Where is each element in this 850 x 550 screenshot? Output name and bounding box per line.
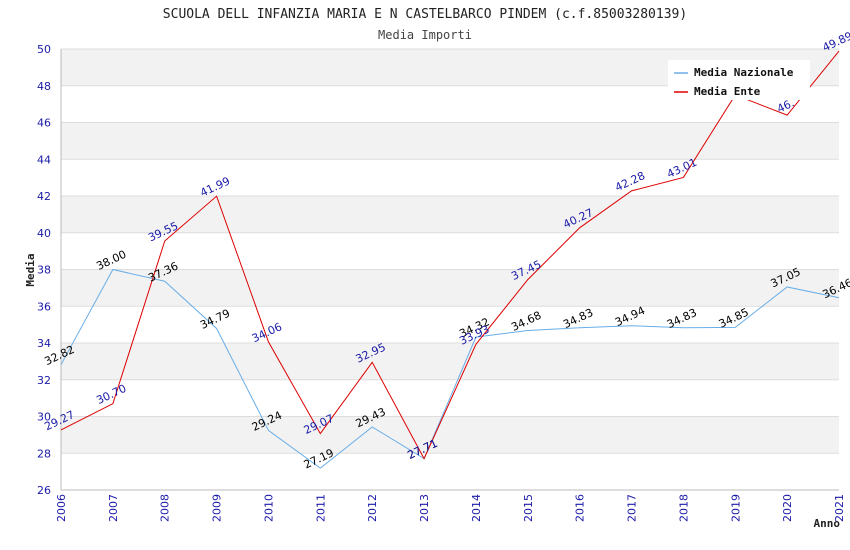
series-line — [60, 268, 840, 469]
grid-bands — [60, 48, 839, 491]
y-tick-label: 44 — [37, 153, 51, 166]
legend-box — [668, 60, 810, 100]
legend-entry: Media Nazionale — [694, 66, 794, 79]
x-axis-label: Anno — [814, 517, 841, 530]
x-tick-label: 2007 — [107, 494, 120, 522]
x-tick-label: 2009 — [211, 494, 224, 522]
y-tick-label: 32 — [37, 374, 51, 387]
x-tick-label: 2012 — [366, 494, 379, 522]
x-tick-label: 2013 — [418, 494, 431, 522]
grid-band — [61, 453, 839, 490]
y-tick-label: 28 — [37, 447, 51, 460]
x-tick-label: 2016 — [574, 494, 587, 522]
x-tick-label: 2018 — [677, 494, 690, 522]
y-tick-label: 50 — [37, 43, 51, 56]
y-tick-label: 38 — [37, 264, 51, 277]
y-tick-label: 48 — [37, 80, 51, 93]
y-tick-label: 36 — [37, 300, 51, 313]
y-tick-label: 46 — [37, 117, 51, 130]
grid-band — [61, 232, 839, 270]
grid-band — [61, 306, 839, 343]
y-tick-label: 26 — [37, 484, 51, 497]
y-tick-label: 30 — [37, 411, 51, 424]
x-tick-label: 2008 — [159, 494, 172, 522]
x-tick-label: 2010 — [262, 494, 275, 522]
x-tick-label: 2015 — [522, 494, 535, 522]
grid-band — [61, 122, 839, 160]
grid-band — [61, 269, 839, 307]
y-tick-label: 42 — [37, 190, 51, 203]
chart-title: SCUOLA DELL INFANZIA MARIA E N CASTELBAR… — [163, 7, 687, 22]
grid-band — [61, 159, 839, 196]
y-tick-label: 34 — [37, 337, 51, 350]
y-axis-ticks: 26 28 30 32 34 36 38 40 42 44 46 48 50 — [37, 43, 51, 497]
grid-band — [61, 343, 839, 380]
x-tick-label: 2017 — [626, 494, 639, 522]
x-tick-label: 2014 — [470, 494, 483, 522]
chart-subtitle: Media Importi — [378, 28, 472, 42]
y-axis-label: Media — [24, 253, 37, 286]
legend-entry: Media Ente — [694, 85, 761, 98]
grid-band — [61, 196, 839, 233]
x-tick-label: 2021 — [833, 494, 846, 522]
series-lines — [60, 50, 840, 469]
legend: Media Nazionale Media Ente — [668, 60, 810, 100]
series-line — [60, 50, 840, 460]
x-axis-ticks: 2006 2007 2008 2009 2010 2011 2012 2013 2014 2015… — [55, 494, 846, 522]
x-tick-label: 2011 — [314, 494, 327, 522]
x-tick-label: 2019 — [729, 494, 742, 522]
y-tick-label: 40 — [37, 227, 51, 240]
grid-band — [61, 416, 839, 454]
x-tick-label: 2020 — [781, 494, 794, 522]
x-tick-label: 2006 — [55, 494, 68, 522]
